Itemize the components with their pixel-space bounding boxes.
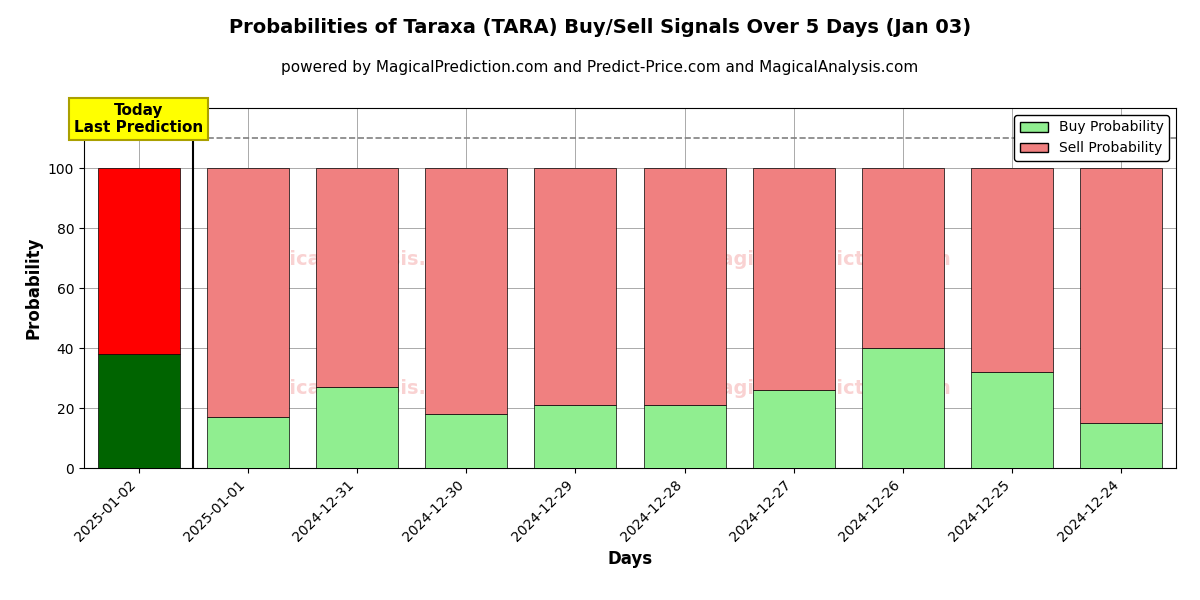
- Bar: [316, 168, 398, 387]
- Text: MagicalAnalysis.com: MagicalAnalysis.com: [242, 250, 472, 269]
- Bar: [206, 417, 289, 468]
- Text: MagicalAnalysis.com: MagicalAnalysis.com: [242, 379, 472, 398]
- Bar: [534, 168, 617, 405]
- Bar: [97, 354, 180, 468]
- Bar: [862, 168, 944, 348]
- Bar: [206, 168, 289, 417]
- Bar: [425, 414, 508, 468]
- Bar: [862, 348, 944, 468]
- Bar: [643, 168, 726, 405]
- Bar: [643, 405, 726, 468]
- Bar: [1080, 423, 1163, 468]
- Text: Probabilities of Taraxa (TARA) Buy/Sell Signals Over 5 Days (Jan 03): Probabilities of Taraxa (TARA) Buy/Sell …: [229, 18, 971, 37]
- Bar: [425, 168, 508, 414]
- X-axis label: Days: Days: [607, 550, 653, 568]
- Bar: [971, 372, 1054, 468]
- Legend: Buy Probability, Sell Probability: Buy Probability, Sell Probability: [1014, 115, 1169, 161]
- Text: MagicalPrediction.com: MagicalPrediction.com: [702, 379, 952, 398]
- Text: MagicalPrediction.com: MagicalPrediction.com: [702, 250, 952, 269]
- Bar: [971, 168, 1054, 372]
- Bar: [752, 390, 835, 468]
- Bar: [752, 168, 835, 390]
- Y-axis label: Probability: Probability: [24, 237, 42, 339]
- Text: powered by MagicalPrediction.com and Predict-Price.com and MagicalAnalysis.com: powered by MagicalPrediction.com and Pre…: [281, 60, 919, 75]
- Bar: [97, 168, 180, 354]
- Bar: [316, 387, 398, 468]
- Bar: [534, 405, 617, 468]
- Bar: [1080, 168, 1163, 423]
- Text: Today
Last Prediction: Today Last Prediction: [74, 103, 203, 135]
